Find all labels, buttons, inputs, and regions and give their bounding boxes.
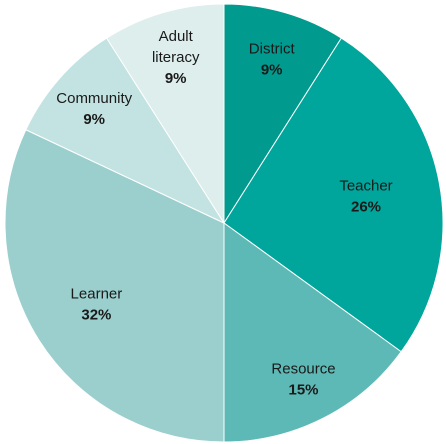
slice-label-community: Community 9% (56, 90, 132, 128)
slice-value-label: 9% (165, 70, 187, 87)
slice-name-label: Community (56, 90, 132, 107)
slice-label-teacher: Teacher 26% (339, 177, 392, 215)
slice-label-district: District 9% (249, 41, 296, 79)
slice-name-label: Resource (271, 361, 335, 378)
slice-value-label: 32% (81, 307, 111, 324)
pie-slice-resource (223, 222, 402, 443)
slice-name-label: Teacher (339, 177, 392, 194)
slice-name-label: District (249, 41, 296, 58)
slice-name-label: Adult (159, 28, 194, 45)
pie-slice-learner (4, 129, 225, 443)
slice-value-label: 26% (351, 198, 381, 215)
slice-value-label: 9% (83, 111, 105, 128)
slice-label-adult-literacy: Adult literacy 9% (152, 28, 200, 87)
pie-slices (4, 3, 444, 443)
pie-labels: District 9% Teacher 26% Resource 15% Learner 32… (56, 28, 392, 399)
pie-slice-community (25, 37, 226, 225)
slice-value-label: 9% (261, 62, 283, 79)
pie-slice-adult-literacy (105, 3, 225, 225)
pie-slice-district (223, 3, 343, 225)
pie-slice-teacher (223, 37, 444, 353)
slice-name-label: literacy (152, 49, 200, 66)
slice-label-resource: Resource 15% (271, 361, 335, 399)
slice-label-learner: Learner 32% (71, 286, 123, 324)
slice-value-label: 15% (288, 382, 318, 399)
slice-name-label: Learner (71, 286, 123, 303)
